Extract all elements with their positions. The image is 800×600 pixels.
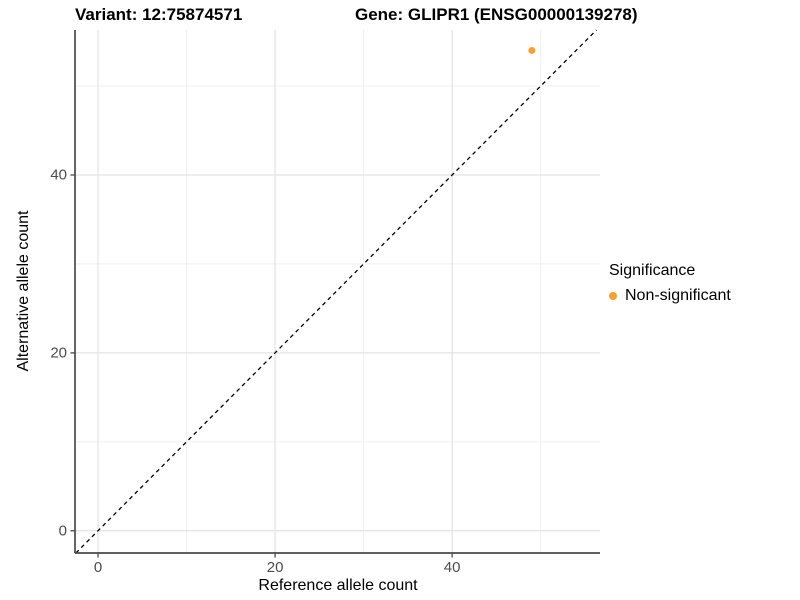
legend-key-dot-icon [609,292,617,300]
x-tick-label: 0 [93,559,103,576]
legend-entry-label: Non-significant [625,287,731,304]
y-axis-title: Alternative allele count [15,210,32,372]
plot-title-gene: Gene: GLIPR1 (ENSG00000139278) [355,5,638,24]
legend: Significance Non-significant [609,262,731,305]
legend-title: Significance [609,262,696,279]
y-tick-label: 20 [50,344,67,362]
y-tick-label: 0 [58,522,67,540]
identity-line [75,29,597,554]
x-axis-title: Reference allele count [258,577,418,594]
y-tick-label: 40 [50,166,67,184]
x-tick-label: 20 [266,559,284,576]
legend-entry: Non-significant [609,287,731,305]
plot-title-variant: Variant: 12:75874571 [75,5,243,24]
data-point [528,46,536,54]
panel-background [75,30,600,553]
legend-entries: Non-significant [609,287,731,305]
x-tick-label: 40 [443,559,461,576]
